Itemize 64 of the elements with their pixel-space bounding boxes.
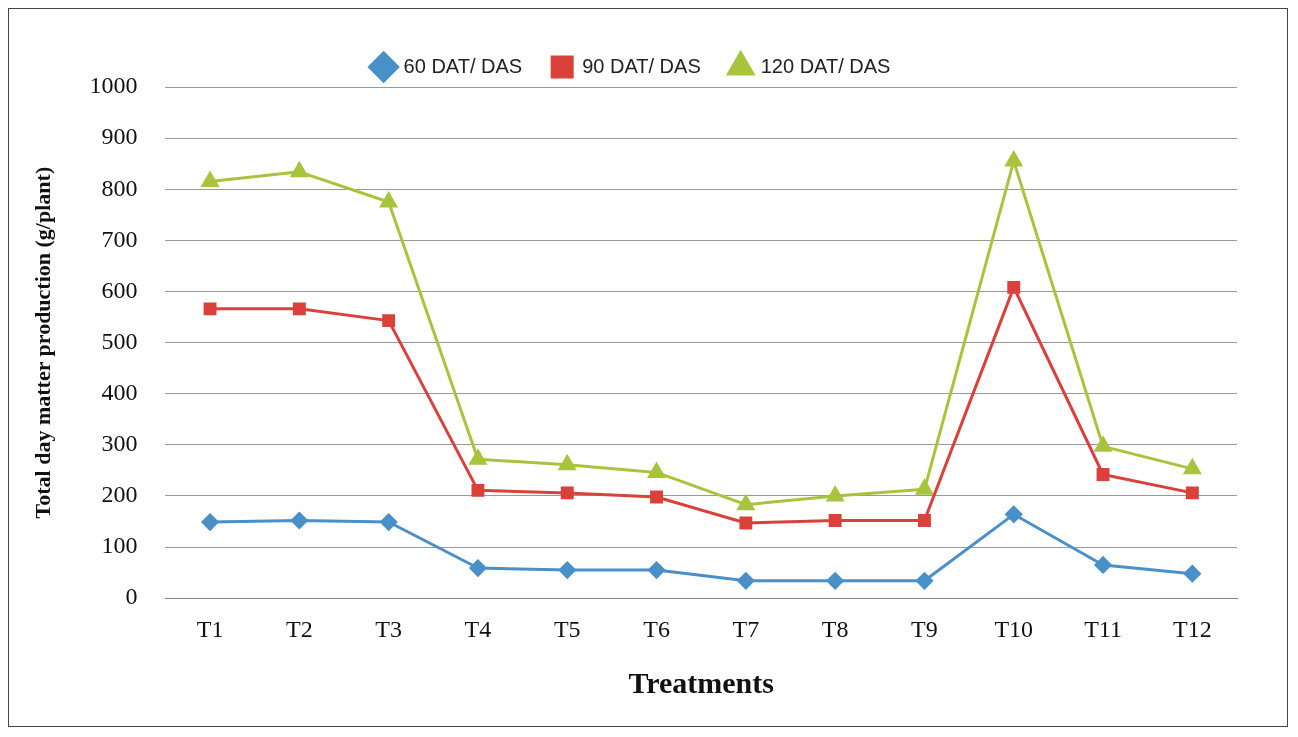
x-axis-title: Treatments — [628, 665, 774, 699]
y-tick-label: 700 — [101, 225, 138, 252]
y-tick-label: 200 — [101, 481, 138, 508]
point — [469, 449, 487, 465]
legend-label: 60 DAT/ DAS — [403, 54, 523, 77]
legend-label: 90 DAT/ DAS — [582, 54, 701, 77]
point — [558, 561, 576, 579]
point — [1183, 565, 1201, 583]
point — [469, 559, 487, 577]
x-tick-label: T9 — [911, 615, 938, 642]
point — [918, 514, 931, 527]
point — [1005, 505, 1023, 523]
point — [648, 462, 665, 478]
y-tick-label: 100 — [101, 532, 138, 559]
point — [737, 495, 755, 511]
y-tick-label: 0 — [125, 583, 138, 610]
point — [739, 516, 753, 530]
point — [1094, 556, 1112, 574]
point — [558, 455, 576, 471]
point — [1094, 436, 1112, 452]
point — [1183, 459, 1201, 475]
y-tick-label: 800 — [101, 174, 138, 201]
point — [1007, 280, 1021, 294]
point — [203, 302, 217, 316]
point — [648, 561, 666, 579]
point — [380, 192, 398, 208]
point — [650, 490, 663, 504]
x-tick-label: T7 — [732, 615, 760, 642]
x-tick-label: T2 — [286, 615, 313, 642]
point — [201, 172, 219, 188]
x-tick-label: T8 — [821, 615, 849, 642]
point — [382, 314, 396, 328]
y-axis-title: Total day matter production (g/plant) — [29, 166, 55, 519]
y-tick-label: 400 — [101, 379, 138, 406]
point — [380, 513, 398, 531]
point — [737, 572, 755, 590]
point — [826, 486, 844, 502]
point — [290, 162, 308, 178]
point — [292, 302, 306, 316]
y-tick-label: 900 — [101, 123, 138, 150]
x-tick-label: T1 — [196, 615, 224, 642]
point — [916, 479, 933, 495]
x-tick-label: T11 — [1084, 615, 1122, 642]
legend-label: 120 DAT/ DAS — [760, 54, 891, 77]
x-tick-label: T4 — [464, 615, 492, 642]
point — [471, 483, 485, 497]
point — [1005, 151, 1023, 167]
x-tick-label: T3 — [375, 615, 402, 642]
y-tick-label: 600 — [101, 276, 138, 303]
point — [1185, 486, 1199, 500]
point — [1096, 468, 1110, 481]
point — [828, 514, 842, 527]
point — [201, 513, 219, 531]
point — [826, 572, 844, 590]
y-tick-label: 1000 — [89, 72, 138, 99]
y-tick-label: 300 — [101, 430, 138, 457]
point — [290, 512, 308, 529]
x-tick-label: T10 — [994, 615, 1034, 642]
x-tick-label: T6 — [643, 615, 670, 642]
point — [560, 486, 574, 500]
point — [915, 572, 933, 590]
x-tick-label: T12 — [1173, 615, 1212, 642]
x-tick-label: T5 — [553, 615, 581, 642]
y-tick-label: 500 — [101, 327, 138, 354]
